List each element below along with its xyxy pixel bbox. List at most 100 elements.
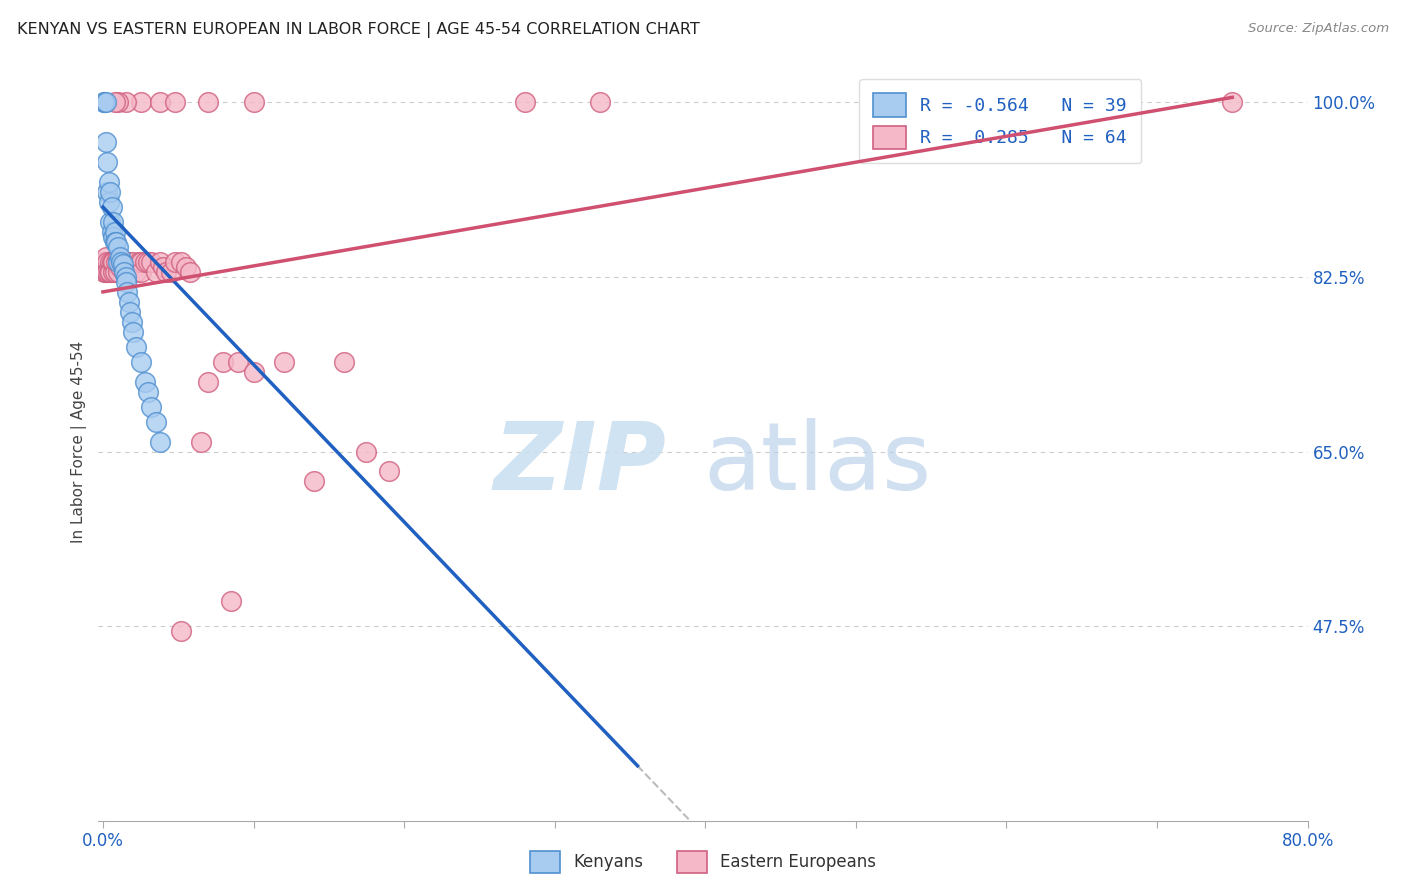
Point xyxy=(101,225,124,239)
Point xyxy=(94,95,117,110)
Text: Source: ZipAtlas.com: Source: ZipAtlas.com xyxy=(1249,22,1389,36)
Point xyxy=(165,95,187,110)
Point xyxy=(242,95,264,110)
Point xyxy=(111,257,134,271)
Point xyxy=(356,444,378,458)
Point xyxy=(197,95,219,110)
Point xyxy=(107,240,129,254)
Point xyxy=(149,434,172,449)
Point xyxy=(333,355,356,369)
Point xyxy=(179,265,201,279)
Point xyxy=(105,255,128,269)
Point xyxy=(94,135,117,149)
Point xyxy=(107,250,129,264)
Point xyxy=(101,255,124,269)
Legend: R = -0.564   N = 39, R =  0.285   N = 64: R = -0.564 N = 39, R = 0.285 N = 64 xyxy=(859,79,1142,163)
Point xyxy=(100,215,122,229)
Point xyxy=(197,375,219,389)
Point xyxy=(93,95,115,110)
Point xyxy=(170,255,193,269)
Point xyxy=(94,250,117,264)
Text: KENYAN VS EASTERN EUROPEAN IN LABOR FORCE | AGE 45-54 CORRELATION CHART: KENYAN VS EASTERN EUROPEAN IN LABOR FORC… xyxy=(17,22,700,38)
Point xyxy=(302,475,325,489)
Point xyxy=(1220,95,1243,110)
Point xyxy=(242,365,264,379)
Point xyxy=(117,255,139,269)
Point xyxy=(589,95,612,110)
Point xyxy=(97,265,120,279)
Point xyxy=(174,260,197,274)
Point xyxy=(129,265,152,279)
Point xyxy=(149,255,172,269)
Point xyxy=(212,355,235,369)
Point xyxy=(103,255,125,269)
Point xyxy=(96,185,118,199)
Point xyxy=(122,255,145,269)
Point xyxy=(104,265,127,279)
Text: atlas: atlas xyxy=(703,418,931,510)
Point xyxy=(97,175,120,189)
Point xyxy=(96,155,118,169)
Point xyxy=(107,265,129,279)
Point xyxy=(114,255,136,269)
Point xyxy=(111,260,134,274)
Point xyxy=(96,255,118,269)
Point xyxy=(108,250,131,264)
Point xyxy=(115,285,138,299)
Point xyxy=(108,260,131,274)
Point xyxy=(513,95,536,110)
Point xyxy=(139,255,162,269)
Point xyxy=(107,95,129,110)
Point xyxy=(93,95,115,110)
Point xyxy=(378,465,401,479)
Point xyxy=(125,340,148,354)
Text: ZIP: ZIP xyxy=(494,418,666,510)
Point xyxy=(94,265,117,279)
Point xyxy=(110,255,132,269)
Point xyxy=(152,260,174,274)
Point xyxy=(103,230,125,244)
Point xyxy=(96,265,118,279)
Point xyxy=(93,255,115,269)
Point xyxy=(104,235,127,249)
Point xyxy=(112,265,135,279)
Point xyxy=(190,434,212,449)
Point xyxy=(105,235,128,249)
Point xyxy=(129,355,152,369)
Point xyxy=(228,355,250,369)
Point xyxy=(149,95,172,110)
Point xyxy=(128,255,150,269)
Point xyxy=(121,315,143,329)
Point xyxy=(136,384,159,399)
Point xyxy=(145,265,167,279)
Point xyxy=(112,265,135,279)
Point xyxy=(170,624,193,639)
Point xyxy=(155,265,177,279)
Point xyxy=(118,260,141,274)
Point xyxy=(134,375,156,389)
Point xyxy=(122,325,145,339)
Point xyxy=(139,400,162,414)
Point xyxy=(114,95,136,110)
Point xyxy=(125,265,148,279)
Point xyxy=(100,265,122,279)
Point xyxy=(115,265,138,279)
Legend: Kenyans, Eastern Europeans: Kenyans, Eastern Europeans xyxy=(523,845,883,880)
Point xyxy=(114,269,136,284)
Point xyxy=(101,200,124,214)
Point xyxy=(129,95,152,110)
Point xyxy=(118,305,141,319)
Point xyxy=(136,255,159,269)
Point xyxy=(97,195,120,210)
Point xyxy=(100,255,122,269)
Point xyxy=(145,415,167,429)
Point xyxy=(219,594,242,608)
Point xyxy=(93,265,115,279)
Point xyxy=(110,255,132,269)
Point xyxy=(117,294,139,309)
Point xyxy=(134,255,156,269)
Point xyxy=(165,255,187,269)
Point xyxy=(104,225,127,239)
Point xyxy=(103,265,125,279)
Point xyxy=(107,255,129,269)
